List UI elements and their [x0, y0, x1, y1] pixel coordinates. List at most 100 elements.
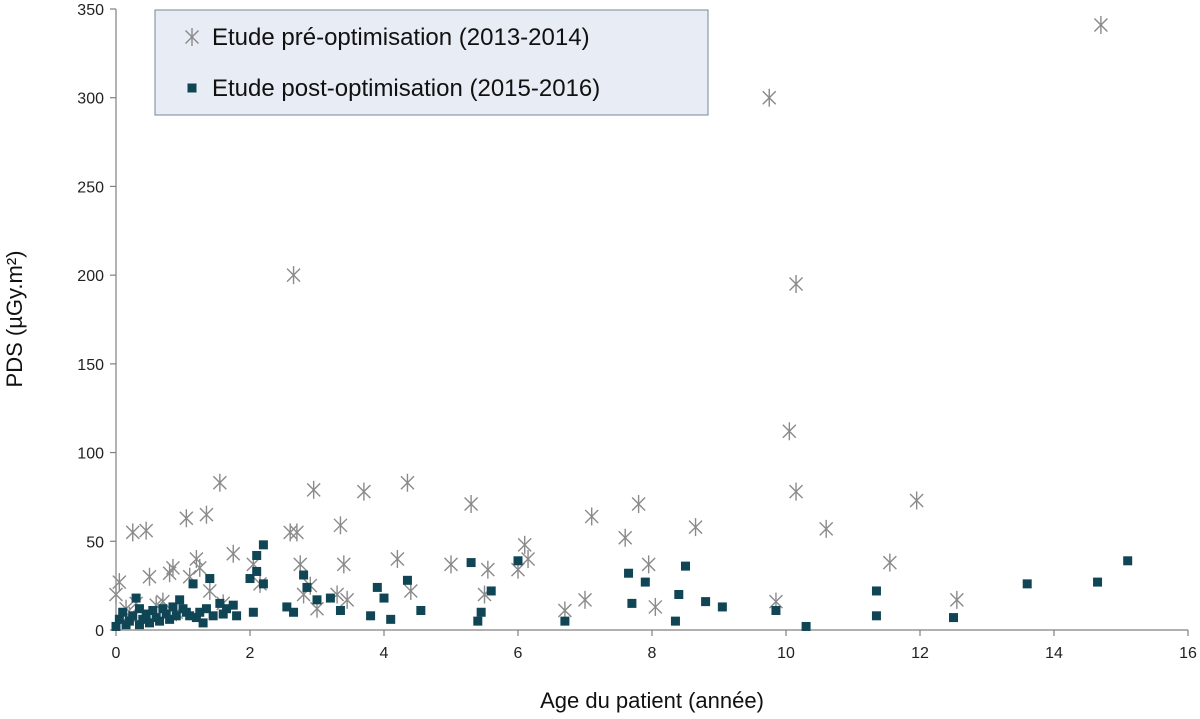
post-optimisation-point [372, 582, 382, 592]
post-optimisation-point [168, 602, 178, 612]
pre-optimisation-point [340, 590, 355, 609]
x-tick-label: 6 [514, 645, 523, 662]
pre-optimisation-point [789, 482, 804, 501]
pre-optimisation-point [179, 509, 194, 528]
post-optimisation-point [416, 605, 426, 615]
pre-optimisation-point [400, 473, 415, 492]
x-tick-label: 16 [1179, 645, 1197, 662]
post-optimisation-point [560, 616, 570, 626]
pre-optimisation-point [782, 422, 797, 441]
post-optimisation-point [386, 614, 396, 624]
post-optimisation-point [114, 614, 124, 624]
x-tick-label: 12 [911, 645, 929, 662]
pre-optimisation-point [1093, 15, 1108, 34]
pre-optimisation-point [202, 581, 217, 600]
pre-optimisation-point [464, 495, 479, 514]
post-optimisation-point [248, 607, 258, 617]
pre-optimisation-point [789, 275, 804, 294]
legend-symbol-post [187, 83, 197, 93]
post-optimisation-point [124, 616, 134, 626]
post-optimisation-point [134, 604, 144, 614]
pre-optimisation-point [557, 601, 572, 620]
post-optimisation-point [128, 611, 138, 621]
pre-optimisation-point [517, 535, 532, 554]
pre-optimisation-point [109, 585, 123, 604]
post-optimisation-point [701, 597, 711, 607]
post-optimisation-point [185, 611, 195, 621]
pre-optimisation-point [139, 521, 154, 540]
pre-optimisation-point [286, 266, 301, 285]
legend: Etude pré-optimisation (2013-2014) Etude… [154, 9, 709, 116]
x-tick-label: 4 [380, 645, 389, 662]
pre-optimisation-point [909, 491, 924, 510]
post-optimisation-point [366, 611, 376, 621]
y-tick-label: 350 [77, 2, 104, 19]
y-tick-label: 50 [86, 534, 104, 551]
x-tick-label: 8 [648, 645, 657, 662]
post-optimisation-point [1022, 579, 1032, 589]
post-optimisation-point [138, 614, 148, 624]
post-optimisation-point [627, 598, 637, 608]
legend-asterisk-icon [185, 28, 199, 46]
pre-optimisation-point [112, 573, 127, 592]
pre-optimisation-point [882, 553, 897, 572]
post-optimisation-point [134, 620, 144, 630]
pre-optimisation-point [293, 555, 308, 574]
pre-optimisation-point [306, 480, 321, 499]
pre-optimisation-point [165, 558, 180, 577]
post-optimisation-point [245, 574, 255, 584]
post-optimisation-point [949, 613, 958, 623]
pre-optimisation-point [125, 523, 140, 542]
pre-optimisation-point [631, 495, 646, 514]
post-optimisation-point [171, 611, 181, 621]
post-optimisation-point [466, 558, 476, 568]
pre-optimisation-point [212, 473, 227, 492]
post-optimisation-point [258, 540, 268, 550]
post-optimisation-point [165, 614, 175, 624]
post-optimisation-point [252, 550, 262, 560]
pre-optimisation-point [584, 507, 599, 526]
x-axis-title: Age du patient (année) [540, 688, 764, 713]
post-optimisation-point [299, 570, 309, 580]
post-optimisation-point [335, 605, 345, 615]
pre-optimisation-point [949, 590, 964, 609]
pre-optimisation-point [578, 590, 592, 609]
post-optimisation-point [131, 593, 141, 603]
x-tick-label: 2 [246, 645, 255, 662]
x-tick-label: 14 [1045, 645, 1063, 662]
post-optimisation-point [191, 613, 201, 623]
pre-optimisation-point [648, 597, 663, 616]
pre-optimisation-point [688, 518, 703, 537]
post-optimisation-point [232, 611, 242, 621]
post-optimisation-point [486, 586, 496, 596]
post-optimisation-point [252, 566, 262, 576]
post-optimisation-point [670, 616, 680, 626]
post-optimisation-point [640, 577, 650, 587]
x-tick-label: 10 [777, 645, 795, 662]
y-tick-label: 100 [77, 446, 104, 463]
y-tick-group: 0 50 100 150 200 250 300 350 [77, 2, 116, 640]
post-optimisation-point [141, 609, 151, 619]
post-optimisation-point [208, 611, 218, 621]
post-optimisation-point [325, 593, 335, 603]
y-tick-label: 300 [77, 91, 104, 108]
pre-optimisation-point [336, 555, 351, 574]
pre-optimisation-series [109, 15, 1108, 631]
pre-optimisation-point [521, 550, 536, 569]
post-optimisation-point [473, 616, 483, 626]
y-tick-label: 200 [77, 268, 104, 285]
post-optimisation-point [111, 621, 121, 631]
pre-optimisation-point [762, 88, 777, 107]
post-optimisation-point [801, 621, 811, 631]
legend-box [154, 9, 709, 116]
post-optimisation-point [674, 590, 684, 600]
post-optimisation-point [198, 618, 208, 628]
post-optimisation-point [282, 602, 292, 612]
pre-optimisation-point [199, 505, 214, 524]
post-optimisation-point [188, 579, 198, 589]
pre-optimisation-point [356, 482, 371, 501]
post-optimisation-point [476, 607, 486, 617]
pre-optimisation-point [444, 555, 458, 574]
post-optimisation-point [205, 574, 215, 584]
post-optimisation-point [1093, 577, 1103, 587]
